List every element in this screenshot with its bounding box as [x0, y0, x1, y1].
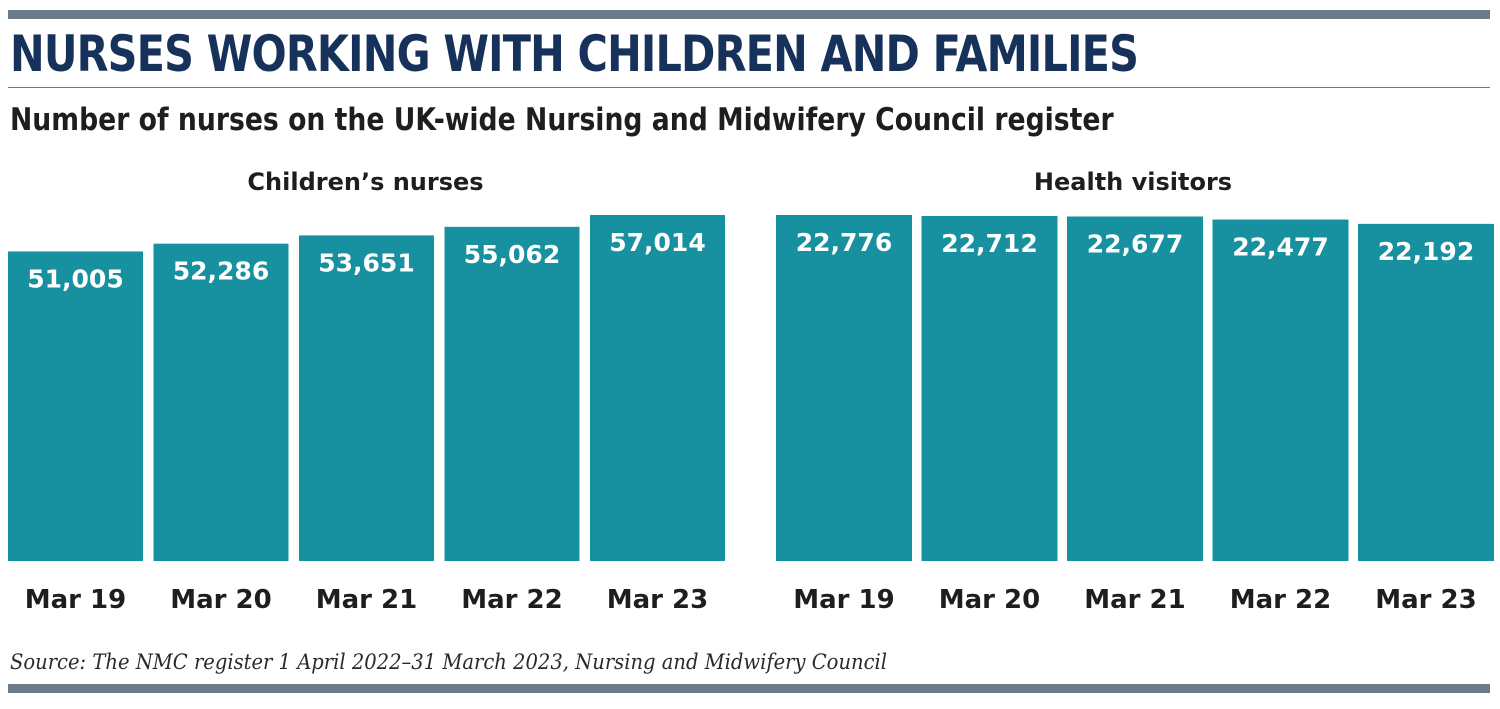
childrens-nurses-bar-1: [153, 243, 289, 561]
health-visitors-value-label-4: 22,192: [1378, 237, 1474, 266]
childrens-nurses-value-label-3: 55,062: [464, 240, 560, 269]
page-subtitle: Number of nurses on the UK-wide Nursing …: [10, 102, 1114, 138]
childrens-nurses-value-label-4: 57,014: [609, 228, 705, 257]
page-title: NURSES WORKING WITH CHILDREN AND FAMILIE…: [10, 25, 1139, 83]
health-visitors-bar-1: [921, 215, 1058, 562]
childrens-nurses-category-label-4: Mar 23: [607, 585, 708, 615]
childrens-nurses-category-label-3: Mar 22: [461, 585, 562, 615]
childrens-nurses-value-label-0: 51,005: [27, 264, 123, 293]
health-visitors-value-label-0: 22,776: [796, 228, 892, 257]
health-visitors-bar-3: [1212, 219, 1349, 561]
health-visitors-category-label-4: Mar 23: [1375, 585, 1476, 615]
childrens-nurses-value-label-1: 52,286: [173, 257, 269, 286]
childrens-nurses-bar-4: [590, 215, 725, 561]
bottom-rule: [8, 684, 1490, 693]
source-note: Source: The NMC register 1 April 2022–31…: [10, 650, 888, 674]
health-visitors-bar-chart: 22,776 Mar 19 22,712 Mar 20 22,677 Mar 21 22,4…: [776, 215, 1494, 615]
childrens-nurses-category-label-2: Mar 21: [316, 585, 417, 615]
top-rule: [8, 10, 1490, 19]
childrens-nurses-category-label-1: Mar 20: [170, 585, 271, 615]
childrens-nurses-value-label-2: 53,651: [318, 248, 414, 277]
health-visitors-value-label-3: 22,477: [1232, 233, 1328, 262]
childrens-nurses-chart-title: Children’s nurses: [247, 168, 484, 196]
health-visitors-category-label-1: Mar 20: [939, 585, 1040, 615]
childrens-nurses-bar-0: [8, 251, 143, 561]
health-visitors-bar-2: [1067, 216, 1203, 561]
health-visitors-category-label-3: Mar 22: [1230, 585, 1331, 615]
health-visitors-category-label-0: Mar 19: [793, 585, 894, 615]
childrens-nurses-bar-3: [444, 226, 580, 561]
health-visitors-bar-0: [776, 215, 912, 561]
childrens-nurses-bar-chart: 51,005 Mar 19 52,286 Mar 20 53,651 Mar 21 55,0…: [8, 215, 725, 615]
childrens-nurses-bar-2: [299, 235, 434, 561]
health-visitors-value-label-1: 22,712: [941, 229, 1037, 258]
health-visitors-chart-title: Health visitors: [1033, 168, 1233, 196]
health-visitors-value-label-2: 22,677: [1087, 230, 1183, 259]
title-divider: [8, 87, 1490, 88]
childrens-nurses-category-label-0: Mar 19: [25, 585, 126, 615]
health-visitors-bar-4: [1358, 223, 1494, 561]
health-visitors-category-label-2: Mar 21: [1084, 585, 1185, 615]
